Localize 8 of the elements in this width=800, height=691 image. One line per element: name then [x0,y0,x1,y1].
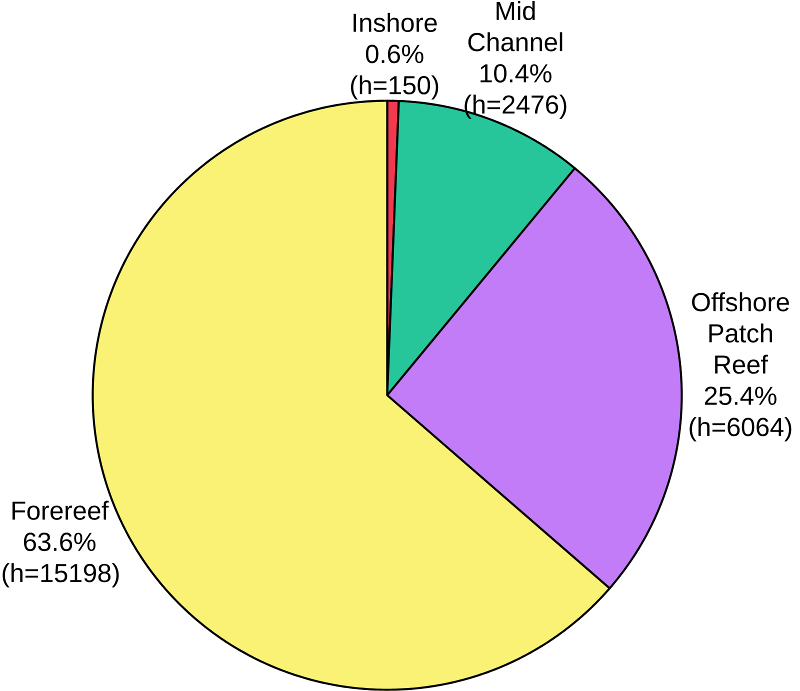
data-label: 0.6% (h=150) [351,44,438,100]
data-label: 63.6% (h=15198) [2,532,119,588]
slice-label: Offshore Patch Reef [692,292,789,374]
data-label: 10.4% (h=2476) [464,64,566,119]
slice-label: Forereef [12,500,109,520]
data-label: 25.4% (h=6064) [690,386,792,442]
slice-label: Mid Channel [468,1,562,52]
slice-label: Inshore [354,12,437,32]
